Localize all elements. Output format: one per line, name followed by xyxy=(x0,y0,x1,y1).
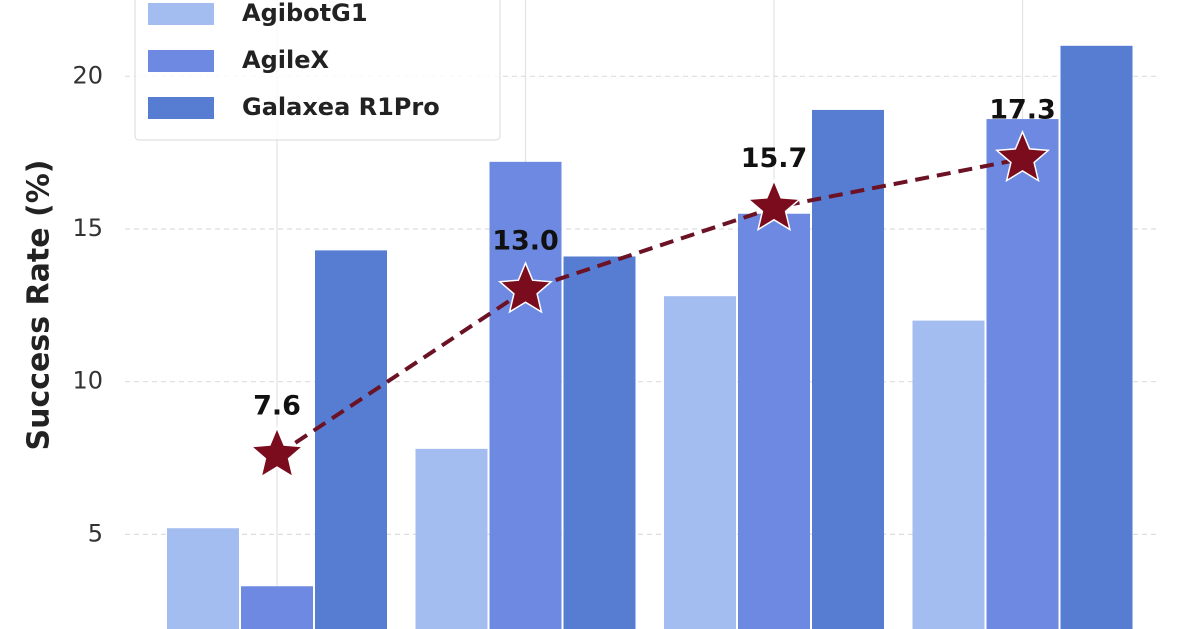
legend: AgibotG1 AgileX Galaxea R1Pro xyxy=(134,0,501,141)
star-marker xyxy=(497,261,554,314)
value-label: 7.6 xyxy=(253,390,301,421)
legend-swatch xyxy=(148,97,214,119)
star-marker xyxy=(994,129,1051,183)
value-label: 17.3 xyxy=(989,94,1056,125)
bar xyxy=(167,528,239,629)
bar xyxy=(986,119,1059,629)
legend-swatch xyxy=(148,50,214,72)
legend-label: AgibotG1 xyxy=(242,0,368,27)
bar xyxy=(241,586,313,629)
legend-swatch xyxy=(148,3,214,25)
bar xyxy=(1060,45,1133,629)
star-marker xyxy=(746,178,802,232)
legend-box xyxy=(134,0,501,141)
legend-label: Galaxea R1Pro xyxy=(242,93,440,121)
bar xyxy=(664,296,736,629)
legend-label: AgileX xyxy=(242,46,329,74)
star-marker xyxy=(249,426,305,479)
line xyxy=(275,156,1023,457)
y-axis-label: Success Rate (%) xyxy=(22,160,57,451)
bar xyxy=(563,256,636,629)
bar xyxy=(738,213,810,629)
value-label: 15.7 xyxy=(741,143,808,174)
bar xyxy=(812,109,884,629)
bar xyxy=(315,250,387,629)
y-tick-label: 10 xyxy=(72,367,103,395)
y-tick-label: 5 xyxy=(88,519,103,547)
y-tick-label: 20 xyxy=(72,61,103,89)
bar xyxy=(912,320,985,629)
bar xyxy=(415,448,488,629)
y-tick-label: 15 xyxy=(72,214,103,242)
value-label: 13.0 xyxy=(492,226,559,257)
bar xyxy=(489,161,562,629)
